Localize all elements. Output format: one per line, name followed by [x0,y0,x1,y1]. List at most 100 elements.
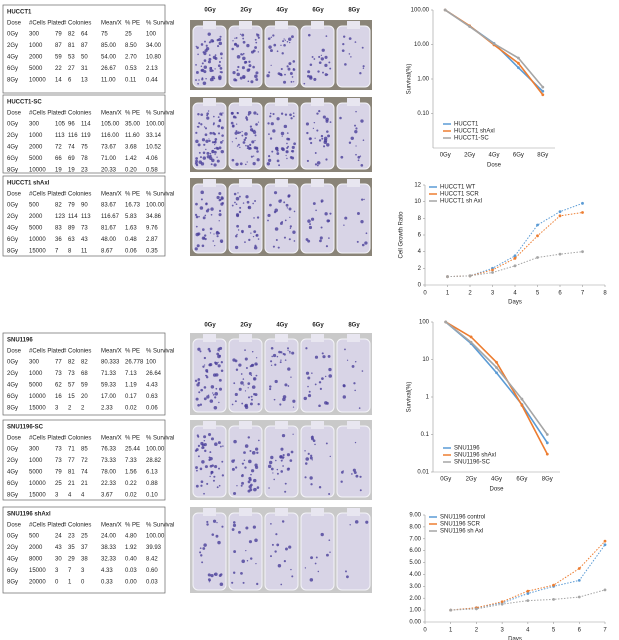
flask [336,25,371,88]
legend-label: HUCCT1 [454,122,479,128]
table-cell: 8Gy [7,168,18,174]
point [541,85,545,89]
table-cell: 59.33 [101,383,117,389]
colony [329,67,332,70]
table-cell: 20 [81,394,88,400]
colony [268,155,271,158]
colony [309,137,312,140]
table-cell: 43 [55,545,62,551]
colony [318,110,321,113]
table-cell: 3 [81,568,85,574]
table-cell: 1.63 [125,226,137,232]
point [513,256,517,260]
point [449,608,453,612]
colony [280,447,284,451]
x-axis-title: Dose [487,163,502,169]
colony [236,44,240,48]
colony [249,128,254,132]
table-cell: 2.70 [125,55,137,61]
point [603,543,607,547]
colony [205,139,209,143]
colony [197,444,201,448]
colony [256,451,259,454]
colony [354,441,357,444]
colony [360,219,364,224]
colony [246,145,250,148]
table-cell: 0.35 [146,249,158,255]
colony [245,526,249,530]
y-tick-label: 12 [414,183,421,189]
colony [204,214,207,217]
colony [209,156,213,161]
colony [346,359,349,361]
colony [204,127,208,130]
table-cell: 73 [55,447,62,453]
colony [215,373,219,377]
colony [203,543,207,547]
photo-label: 2Gy [240,8,252,14]
colony [292,406,295,408]
colony [217,124,221,128]
colony [240,484,243,487]
colony [318,55,321,59]
colony [304,450,306,452]
table-cell: 0.20 [125,168,137,174]
colony [244,390,247,392]
colony [199,467,203,471]
colony [204,364,206,366]
colony [250,374,253,377]
colony [238,195,241,198]
table-cell: 48.00 [101,237,117,243]
colony [230,121,234,125]
colony [209,475,211,478]
colony [256,113,259,116]
point [558,210,562,214]
x-tick-label: 2 [475,628,479,634]
colony [324,401,328,405]
colony [313,58,316,60]
colony [307,70,311,74]
colony [236,485,238,487]
colony [289,113,292,117]
point [526,599,530,602]
table-cell: 21 [81,481,88,487]
table-cell: 0.58 [146,168,158,174]
colony [323,140,328,145]
point [545,433,549,436]
point [536,223,539,227]
series-line [445,321,549,455]
colony [250,398,253,401]
colony [254,200,256,202]
flask-neck [275,21,288,29]
table-cell: 100 [146,32,157,38]
table-cell: 10000 [29,78,46,84]
table-cell: 73.33 [101,458,117,464]
colony [268,133,270,135]
colony [252,525,256,529]
y-tick-label: 0 [418,283,422,289]
colony [362,139,365,141]
flask-neck [311,21,324,29]
colony [326,130,329,133]
colony [245,116,248,120]
table-header: % PE [125,21,140,27]
colony [268,158,272,162]
colony [287,349,289,351]
colony [320,532,324,537]
table-cell: 4 [68,493,72,499]
colony [197,112,200,116]
colony [233,115,235,118]
table-cell: 2.33 [101,406,113,412]
colony [236,72,240,77]
colony [269,385,272,388]
colony [246,200,250,204]
table-cell: 0.06 [146,406,158,412]
table-cell: 0Gy [7,32,18,38]
colony [274,379,278,384]
table-box [2,4,166,94]
legend-label: HUCCT1 WT [440,185,476,191]
colony [247,224,252,229]
colony [276,159,280,163]
colony [276,117,280,121]
table-cell: 15000 [29,568,46,574]
